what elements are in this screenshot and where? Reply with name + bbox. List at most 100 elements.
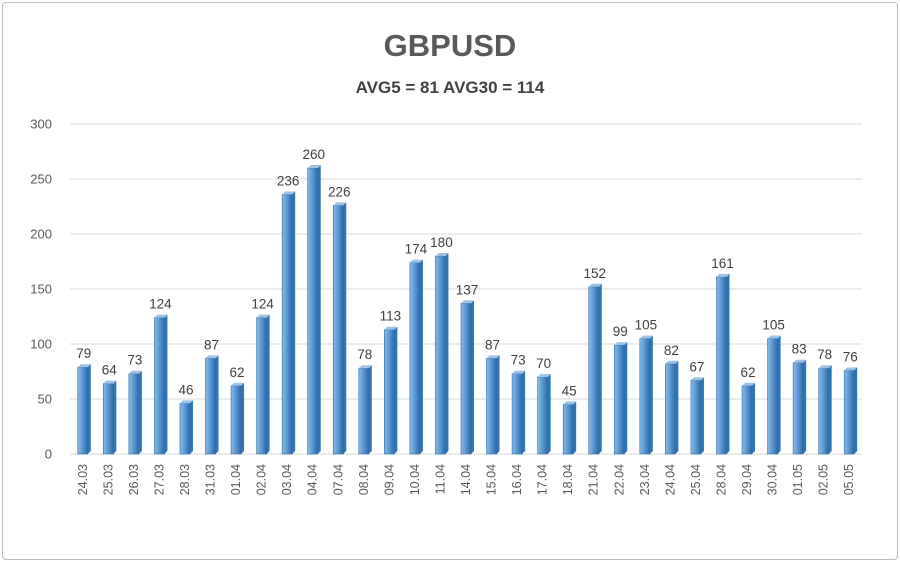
bar-top bbox=[307, 165, 321, 168]
data-label: 226 bbox=[328, 184, 351, 199]
bar-front bbox=[792, 362, 804, 455]
y-tick-label: 300 bbox=[30, 117, 52, 132]
x-axis-ticks: 24.03 25.03 26.03 27.03 28.03 31.03 01.04 02.04… bbox=[76, 464, 856, 495]
x-tick-label: 04.04 bbox=[306, 464, 320, 495]
bar-side bbox=[547, 374, 551, 454]
bar bbox=[281, 191, 296, 455]
data-label: 260 bbox=[302, 147, 325, 162]
bar bbox=[486, 355, 500, 455]
x-tick-label: 05.05 bbox=[842, 464, 856, 495]
bar-top bbox=[333, 202, 347, 206]
x-tick-label: 01.04 bbox=[229, 464, 243, 495]
bar-side bbox=[215, 355, 219, 454]
bar bbox=[818, 365, 832, 455]
bar-front bbox=[639, 338, 651, 455]
bar-front bbox=[843, 370, 855, 455]
bar-front bbox=[511, 373, 523, 455]
data-label: 83 bbox=[792, 342, 807, 357]
bar bbox=[256, 314, 270, 455]
data-label: 124 bbox=[149, 297, 172, 312]
bar-front bbox=[205, 357, 216, 455]
data-label: 236 bbox=[277, 173, 300, 188]
bar-top bbox=[665, 360, 679, 364]
x-tick-label: 16.04 bbox=[510, 464, 524, 495]
bar-side bbox=[803, 359, 807, 454]
data-label: 152 bbox=[583, 266, 606, 281]
y-tick-label: 50 bbox=[38, 392, 52, 407]
x-tick-label: 28.03 bbox=[178, 464, 192, 495]
bar-front bbox=[256, 317, 267, 455]
data-label: 70 bbox=[536, 356, 551, 371]
data-label: 174 bbox=[405, 242, 428, 257]
bar bbox=[537, 374, 551, 455]
bar-front bbox=[767, 338, 778, 455]
y-tick-label: 250 bbox=[30, 172, 52, 187]
x-tick-label: 25.03 bbox=[101, 464, 115, 495]
data-label: 73 bbox=[511, 353, 526, 368]
bar-top bbox=[537, 374, 551, 377]
bar-top bbox=[358, 365, 372, 369]
bar-side bbox=[343, 202, 347, 454]
x-tick-label: 03.04 bbox=[280, 464, 294, 495]
y-tick-label: 150 bbox=[30, 282, 52, 297]
bar-top bbox=[793, 359, 807, 363]
bar-front bbox=[179, 403, 191, 455]
bar-front bbox=[716, 276, 727, 455]
bar-side bbox=[700, 377, 704, 454]
data-label: 78 bbox=[357, 347, 372, 362]
bar-top bbox=[486, 355, 500, 359]
data-label: 99 bbox=[613, 324, 628, 339]
bar-front bbox=[384, 329, 395, 455]
data-label: 82 bbox=[664, 343, 679, 358]
x-tick-label: 17.04 bbox=[536, 464, 550, 495]
x-tick-label: 02.04 bbox=[255, 464, 269, 495]
x-tick-label: 01.05 bbox=[791, 464, 805, 495]
data-label: 105 bbox=[635, 318, 658, 333]
bar-top bbox=[512, 370, 526, 374]
x-tick-label: 24.03 bbox=[76, 464, 90, 495]
data-label: 124 bbox=[251, 297, 274, 312]
bar-top bbox=[409, 259, 423, 263]
bar-front bbox=[77, 366, 89, 455]
bar-top bbox=[614, 342, 628, 346]
bar-side bbox=[598, 283, 602, 454]
bar-side bbox=[624, 342, 628, 454]
bar bbox=[690, 377, 704, 455]
x-tick-label: 02.05 bbox=[817, 464, 831, 495]
bar-front bbox=[613, 344, 625, 455]
x-tick-label: 21.04 bbox=[587, 464, 601, 495]
data-label: 76 bbox=[843, 349, 858, 364]
bar bbox=[792, 359, 807, 455]
bar-front bbox=[486, 357, 497, 455]
bar-top bbox=[231, 382, 245, 386]
chart-subtitle: AVG5 = 81 AVG30 = 114 bbox=[355, 78, 545, 97]
bar-top bbox=[103, 380, 117, 384]
x-tick-label: 11.04 bbox=[433, 464, 447, 494]
data-label: 67 bbox=[689, 359, 704, 374]
data-label: 46 bbox=[178, 382, 193, 397]
data-label: 45 bbox=[562, 384, 577, 399]
data-label: 62 bbox=[230, 365, 245, 380]
bar-front bbox=[435, 255, 446, 455]
bar bbox=[103, 380, 117, 455]
bar bbox=[588, 283, 602, 455]
grid-lines bbox=[70, 123, 862, 455]
bar bbox=[511, 370, 526, 455]
data-label: 161 bbox=[711, 256, 734, 271]
bar bbox=[409, 259, 423, 455]
bar-side bbox=[675, 360, 679, 454]
bar-top bbox=[639, 335, 653, 339]
bar-side bbox=[471, 300, 474, 454]
x-tick-label: 10.04 bbox=[408, 464, 422, 495]
bar bbox=[741, 382, 756, 455]
bar-side bbox=[189, 400, 193, 454]
bar-front bbox=[818, 367, 829, 455]
bar-top bbox=[282, 191, 296, 195]
bar-side bbox=[777, 335, 781, 454]
bar-side bbox=[394, 326, 398, 454]
x-tick-label: 15.04 bbox=[485, 464, 499, 495]
bar bbox=[358, 365, 372, 455]
x-tick-label: 27.03 bbox=[152, 464, 166, 495]
